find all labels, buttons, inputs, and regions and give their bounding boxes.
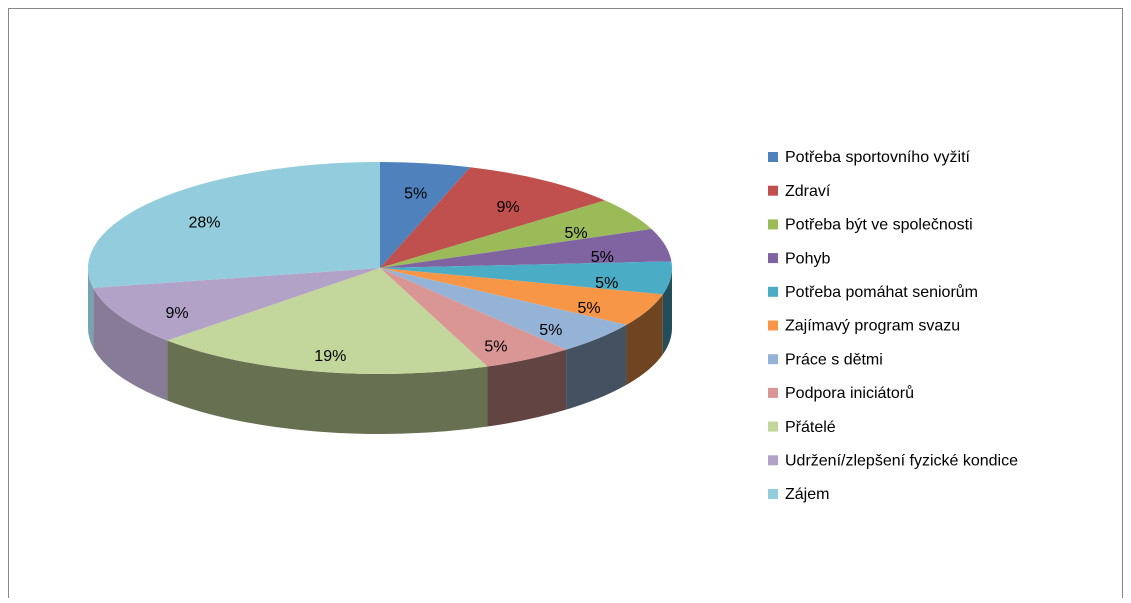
slice-side	[487, 349, 567, 427]
slice-side	[566, 324, 627, 410]
slice	[380, 261, 672, 295]
slice	[380, 268, 627, 350]
slice-side	[167, 340, 488, 434]
data-label: 5%	[577, 300, 600, 317]
slice-side	[93, 287, 168, 401]
legend-label: Zajímavý program svazu	[785, 318, 960, 335]
chart-frame	[8, 8, 1123, 603]
legend-swatch	[768, 185, 778, 196]
legend-swatch	[768, 489, 778, 499]
legend-label: Práce s dětmi	[785, 351, 883, 368]
legend-swatch	[768, 320, 778, 331]
slice	[167, 268, 488, 374]
slice	[380, 268, 567, 367]
slice-side	[662, 268, 672, 355]
slice-side	[626, 294, 663, 385]
legend-label: Potřeba pomáhat seniorům	[785, 283, 978, 301]
legend-swatch	[768, 387, 778, 398]
slice	[380, 167, 605, 268]
slice	[93, 268, 380, 341]
data-label: 28%	[188, 215, 220, 232]
slice	[380, 268, 663, 325]
legend-label: Zájem	[785, 486, 829, 503]
legend-swatch	[768, 421, 778, 432]
data-label: 9%	[166, 305, 189, 322]
data-label: 5%	[404, 186, 427, 203]
data-label: 5%	[591, 249, 614, 266]
legend-label: Potřeba sportovního vyžití	[785, 149, 971, 166]
slice	[87, 162, 380, 288]
data-label: 5%	[564, 225, 587, 242]
legend-label: Zdraví	[785, 183, 831, 200]
data-label: 5%	[539, 322, 562, 339]
legend-label: Udržení/zlepšení fyzické kondice	[785, 453, 1018, 470]
data-label: 5%	[484, 338, 507, 355]
legend-swatch	[768, 354, 778, 365]
legend-swatch	[768, 219, 778, 230]
legend-label: Pohyb	[785, 250, 830, 267]
legend-swatch	[768, 152, 778, 162]
legend-swatch	[768, 253, 778, 264]
slice	[380, 200, 652, 268]
legend-swatch	[768, 455, 778, 466]
slice-side	[88, 268, 94, 348]
data-label: 5%	[595, 275, 618, 292]
data-label: 9%	[496, 199, 519, 216]
legend-swatch	[768, 286, 778, 297]
slice	[380, 228, 672, 268]
slice	[380, 162, 471, 268]
data-label: 19%	[314, 348, 346, 365]
legend-label: Podpora iniciátorů	[785, 384, 914, 402]
legend-label: Přátelé	[785, 419, 836, 436]
legend-label: Potřeba být ve společnosti	[785, 217, 973, 234]
